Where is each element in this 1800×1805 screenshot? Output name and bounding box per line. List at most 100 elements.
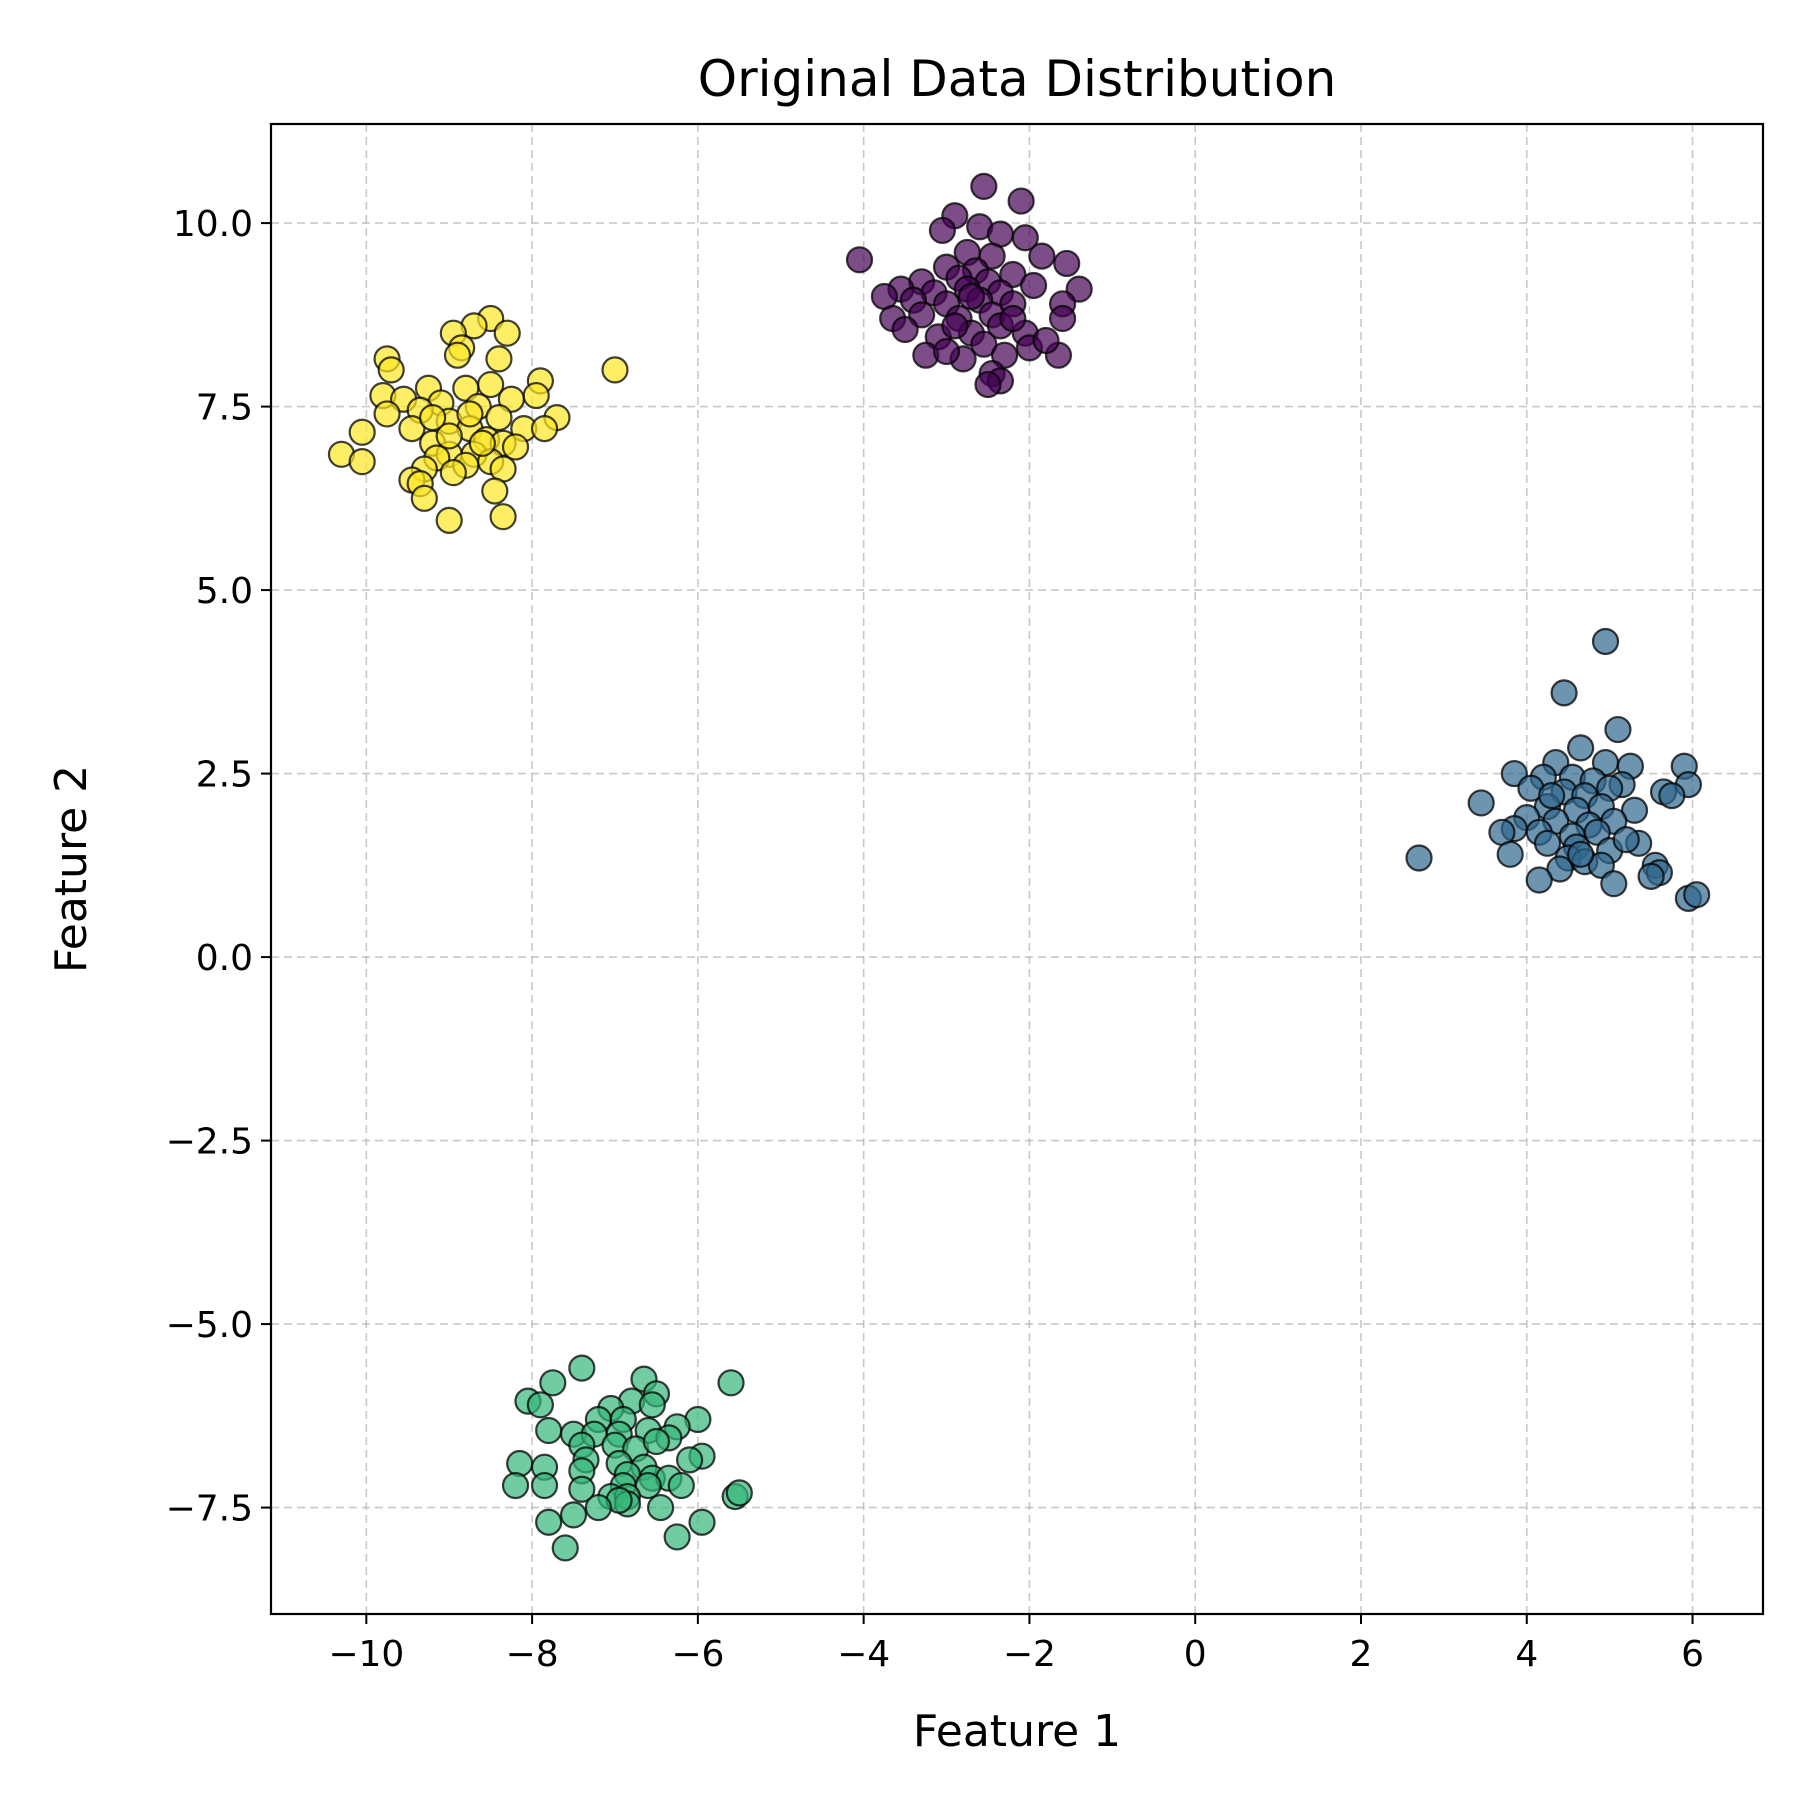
scatter-point-series-2 <box>559 1501 588 1529</box>
scatter-point-series-1 <box>1467 789 1495 817</box>
scatter-point-series-1 <box>1525 866 1553 894</box>
scatter-point-series-1 <box>1612 826 1640 854</box>
scatter-point-series-2 <box>551 1534 579 1562</box>
x-tick-label: −2 <box>1003 1634 1056 1675</box>
scatter-point-series-0 <box>974 370 1002 399</box>
y-tick-label: 7.5 <box>196 388 253 429</box>
data-points <box>327 172 1711 1562</box>
scatter-point-series-3 <box>443 341 472 369</box>
scatter-point-series-1 <box>1567 734 1595 762</box>
scatter-point-series-1 <box>1604 715 1632 744</box>
y-tick-label: 2.5 <box>196 755 253 796</box>
scatter-point-series-1 <box>1637 862 1665 890</box>
scatter-point-series-2 <box>634 1471 662 1500</box>
y-tick-label: −5.0 <box>166 1305 253 1346</box>
scatter-point-series-3 <box>377 356 405 384</box>
scatter-point-series-1 <box>1546 855 1574 883</box>
x-axis-ticks: −10 −8 −6 −4 −2 0 2 4 6 <box>328 1614 1704 1675</box>
scatter-point-series-0 <box>891 315 919 344</box>
scatter-point-series-3 <box>435 506 463 534</box>
scatter-point-series-2 <box>501 1471 530 1500</box>
scatter-point-series-1 <box>1538 782 1566 810</box>
scatter-point-series-1 <box>1658 782 1686 810</box>
x-tick-label: −4 <box>837 1634 890 1675</box>
scatter-point-series-0 <box>1032 326 1060 355</box>
x-tick-label: −8 <box>506 1634 559 1675</box>
scatter-point-series-1 <box>1683 881 1711 909</box>
scatter-point-series-3 <box>501 433 530 461</box>
scatter-point-series-0 <box>999 304 1027 333</box>
scatter-point-series-2 <box>638 1391 666 1419</box>
scatter-point-series-1 <box>1550 679 1578 707</box>
y-tick-label: 10.0 <box>173 204 253 245</box>
y-tick-label: 5.0 <box>196 571 253 612</box>
scatter-point-series-2 <box>725 1479 753 1507</box>
scatter-point-series-3 <box>485 403 513 432</box>
scatter-point-series-0 <box>1053 249 1081 278</box>
y-axis-label: Feature 2 <box>46 765 97 973</box>
scatter-point-series-2 <box>717 1369 745 1397</box>
scatter-point-series-3 <box>489 503 517 531</box>
scatter-point-series-3 <box>522 381 550 410</box>
y-tick-label: 0.0 <box>196 938 253 979</box>
scatter-point-series-0 <box>932 337 961 366</box>
scatter-point-series-0 <box>941 312 969 340</box>
scatter-point-series-3 <box>481 477 509 505</box>
scatter-point-series-3 <box>485 345 513 373</box>
scatter-point-series-1 <box>1405 844 1433 872</box>
scatter-point-series-1 <box>1600 870 1628 898</box>
scatter-point-series-0 <box>845 246 874 274</box>
y-axis-ticks: −7.5 −5.0 −2.5 0.0 2.5 5.0 7.5 10.0 <box>166 204 271 1530</box>
scatter-point-series-3 <box>468 429 496 457</box>
scatter-point-series-0 <box>970 172 998 200</box>
x-tick-label: 0 <box>1184 1634 1207 1675</box>
scatter-point-series-1 <box>1496 840 1524 868</box>
chart-title: Original Data Distribution <box>698 50 1337 108</box>
scatter-point-series-0 <box>1019 271 1048 300</box>
scatter-point-series-2 <box>539 1369 567 1397</box>
x-axis-label: Feature 1 <box>913 1706 1121 1757</box>
scatter-point-series-3 <box>456 400 484 428</box>
scatter-point-series-2 <box>675 1446 704 1474</box>
scatter-point-series-3 <box>398 415 426 443</box>
scatter-point-series-3 <box>410 484 438 512</box>
scatter-point-series-3 <box>373 400 401 428</box>
scatter-point-series-2 <box>642 1427 671 1456</box>
scatter-point-series-0 <box>928 216 957 245</box>
scatter-point-series-0 <box>970 330 998 358</box>
scatter-point-series-3 <box>435 422 463 450</box>
scatter-point-series-2 <box>584 1493 613 1522</box>
scatter-point-series-2 <box>688 1508 716 1536</box>
scatter-point-series-3 <box>601 356 629 384</box>
scatter-point-series-2 <box>535 1508 563 1536</box>
scatter-point-series-2 <box>568 1354 596 1382</box>
scatter-point-series-2 <box>530 1471 559 1500</box>
scatter-point-series-2 <box>568 1475 596 1503</box>
scatter-point-series-1 <box>1591 627 1620 656</box>
scatter-point-series-2 <box>663 1523 691 1551</box>
scatter-point-series-0 <box>1007 187 1035 215</box>
scatter-point-series-2 <box>526 1391 554 1419</box>
x-tick-label: −6 <box>671 1634 724 1675</box>
x-tick-label: −10 <box>328 1634 404 1675</box>
scatter-point-series-1 <box>1620 796 1649 824</box>
scatter-point-series-3 <box>530 415 559 443</box>
grid-lines <box>271 124 1763 1614</box>
x-tick-label: 6 <box>1681 1634 1704 1675</box>
scatter-point-series-2 <box>667 1471 695 1500</box>
scatter-point-series-3 <box>439 459 467 487</box>
scatter-point-series-3 <box>419 403 447 432</box>
scatter-point-series-2 <box>646 1493 675 1522</box>
scatter-point-series-0 <box>957 282 986 311</box>
scatter-point-series-2 <box>506 1449 534 1478</box>
scatter-point-series-2 <box>535 1416 563 1445</box>
y-tick-label: −7.5 <box>166 1489 253 1530</box>
scatter-point-series-0 <box>1028 242 1056 270</box>
scatter-point-series-3 <box>493 319 521 347</box>
scatter-point-series-0 <box>1011 224 1039 252</box>
scatter-point-series-3 <box>348 448 376 476</box>
scatter-point-series-1 <box>1533 829 1562 857</box>
y-tick-label: −2.5 <box>166 1122 253 1163</box>
